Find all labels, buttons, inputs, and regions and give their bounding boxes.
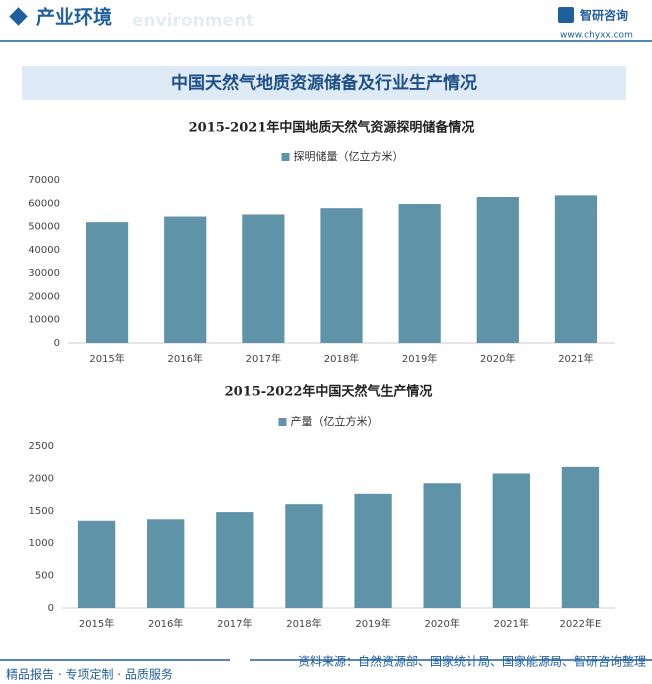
- y-tick-label: 1500: [29, 506, 54, 517]
- y-tick-label: 40000: [28, 245, 60, 256]
- bar: [77, 520, 116, 608]
- x-tick-label: 2015年: [89, 352, 124, 365]
- header-title: 产业环境: [36, 6, 112, 29]
- x-tick-label: 2022年E: [560, 617, 602, 630]
- y-tick-label: 10000: [28, 315, 60, 326]
- chart-title: 2015-2021年中国地质天然气资源探明储备情况: [189, 120, 475, 136]
- bar: [354, 493, 392, 608]
- banner-bg: [22, 66, 626, 100]
- x-tick-label: 2021年: [558, 352, 593, 365]
- y-tick-label: 20000: [28, 291, 60, 302]
- bar: [147, 519, 185, 608]
- bar: [423, 483, 461, 608]
- bar: [398, 203, 441, 343]
- brand-name: 智研咨询: [579, 8, 628, 23]
- bar: [320, 208, 363, 343]
- x-tick-label: 2019年: [355, 617, 390, 630]
- bar: [476, 196, 519, 343]
- brand-url: www.chyxx.com: [560, 31, 633, 41]
- bar: [554, 195, 598, 343]
- x-tick-label: 2020年: [480, 352, 515, 365]
- bar: [285, 504, 323, 608]
- footer-source: 资料来源：自然资源部、国家统计局、国家能源局、智研咨询整理: [298, 654, 646, 669]
- x-tick-label: 2016年: [148, 617, 183, 630]
- y-tick-label: 50000: [28, 222, 60, 233]
- y-tick-label: 70000: [28, 175, 60, 186]
- y-tick-label: 30000: [28, 268, 60, 279]
- x-tick-label: 2017年: [217, 617, 252, 630]
- y-tick-label: 0: [54, 338, 60, 349]
- x-tick-label: 2017年: [246, 352, 281, 365]
- y-tick-label: 500: [35, 571, 54, 582]
- y-tick-label: 1000: [29, 538, 54, 549]
- brand-logo: [558, 7, 574, 23]
- legend-label: 探明储量（亿立方米）: [294, 149, 404, 163]
- chart-title: 2015-2022年中国天然气生产情况: [225, 384, 433, 400]
- bar: [561, 466, 600, 608]
- legend-label: 产量（亿立方米）: [291, 414, 379, 428]
- x-tick-label: 2019年: [402, 352, 437, 365]
- x-tick-label: 2021年: [494, 617, 529, 630]
- legend-swatch: [278, 418, 287, 426]
- x-tick-label: 2018年: [286, 617, 321, 630]
- x-tick-label: 2018年: [324, 352, 359, 365]
- legend-swatch: [281, 153, 290, 161]
- banner-title: 中国天然气地质资源储备及行业生产情况: [171, 73, 477, 94]
- bar: [164, 216, 207, 343]
- bar: [242, 214, 285, 343]
- footer-slogan: 精品报告 · 专项定制 · 品质服务: [6, 667, 173, 682]
- y-tick-label: 2500: [29, 441, 54, 452]
- x-tick-label: 2016年: [167, 352, 202, 365]
- x-tick-label: 2015年: [79, 617, 114, 630]
- x-tick-label: 2020年: [424, 617, 459, 630]
- header-diamond: [9, 7, 28, 26]
- y-tick-label: 0: [48, 603, 54, 614]
- y-tick-label: 60000: [28, 198, 60, 209]
- bar: [85, 222, 129, 343]
- bar: [492, 473, 530, 608]
- bar: [216, 512, 254, 608]
- y-tick-label: 2000: [29, 473, 54, 484]
- header-subtitle: environment: [132, 11, 254, 31]
